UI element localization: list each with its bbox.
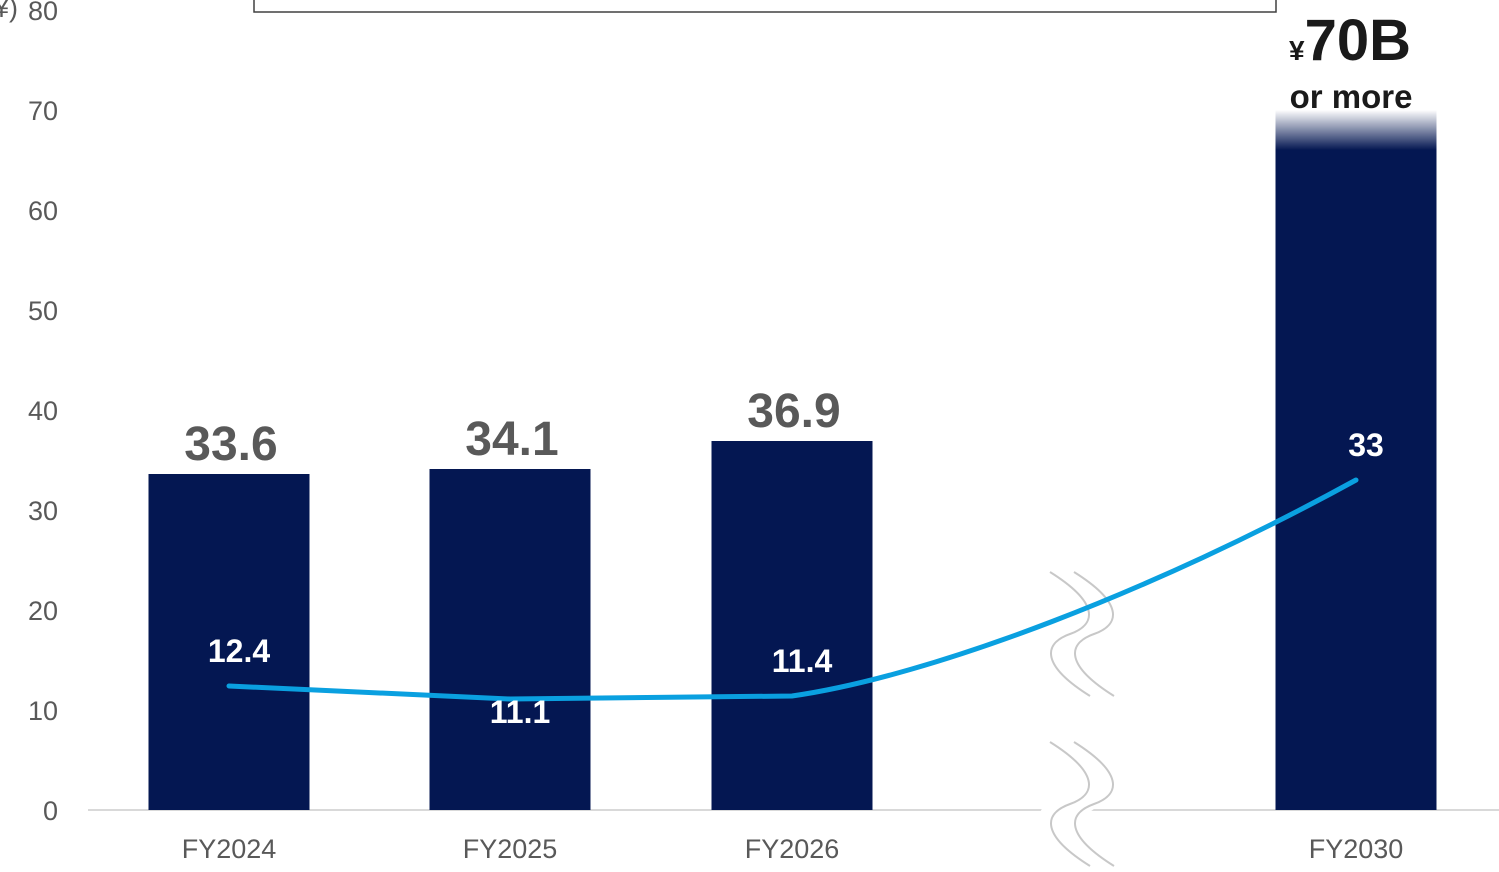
target-amount: 70B (1305, 8, 1411, 73)
y-axis-ticks: 0 10 20 30 40 50 60 70 80 (28, 0, 58, 826)
bar-value-label: 33.6 (184, 418, 277, 471)
x-tick-label: FY2025 (463, 834, 558, 864)
y-tick-label: 40 (28, 396, 58, 426)
line-series: 12.4 11.1 11.4 33 (208, 427, 1384, 730)
target-currency: ¥ (1289, 35, 1305, 66)
target-suffix: or more (1290, 78, 1413, 115)
y-tick-label: 50 (28, 296, 58, 326)
bar-value-label: 36.9 (747, 385, 840, 438)
line-value-label: 33 (1348, 427, 1384, 463)
bar-value-label: 34.1 (465, 413, 558, 466)
target-label: ¥70B or more (1289, 8, 1412, 115)
y-tick-label: 10 (28, 696, 58, 726)
line-series-path (226, 477, 1359, 702)
axis-break-wave (1073, 571, 1115, 697)
axis-break-wave (1073, 741, 1115, 867)
axis-break-wave (1049, 571, 1091, 697)
bar (711, 441, 873, 810)
x-tick-label: FY2030 (1309, 834, 1404, 864)
line-value-label: 12.4 (208, 633, 270, 669)
x-axis-ticks: FY2024 FY2025 FY2026 FY2030 (182, 834, 1404, 864)
x-tick-label: FY2026 (745, 834, 840, 864)
bars (148, 110, 1437, 810)
bar-fade (1275, 110, 1437, 150)
x-tick-label: FY2024 (182, 834, 277, 864)
y-tick-label: 20 (28, 596, 58, 626)
axis-break-wave (1049, 741, 1091, 867)
bar (148, 474, 310, 810)
y-tick-label: 30 (28, 496, 58, 526)
svg-text:¥70B: ¥70B (1289, 8, 1411, 73)
y-tick-label: 60 (28, 196, 58, 226)
y-axis-unit: ¥) (0, 0, 18, 23)
header-box (253, 0, 1277, 13)
y-tick-label: 70 (28, 96, 58, 126)
axis-break-marks (1038, 559, 1115, 872)
bar-labels: 33.6 34.1 36.9 (184, 385, 840, 471)
y-tick-label: 0 (43, 796, 58, 826)
line-value-label: 11.4 (772, 643, 833, 679)
bar (1275, 110, 1437, 810)
bar (429, 469, 591, 810)
y-tick-label: 80 (28, 0, 58, 26)
line-value-label: 11.1 (490, 694, 551, 730)
